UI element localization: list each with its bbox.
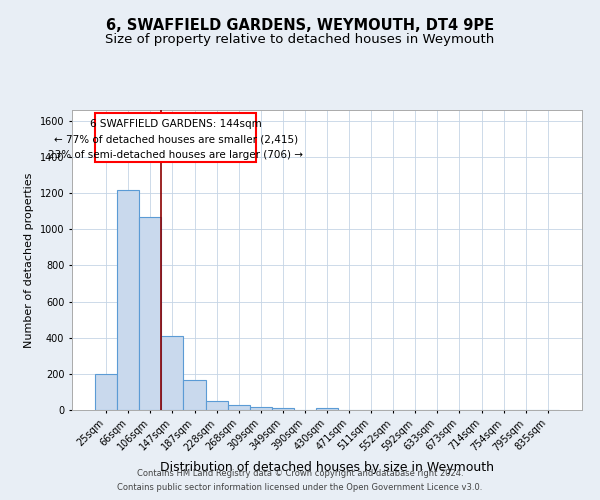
Bar [227, 406, 250, 410]
X-axis label: Distribution of detached houses by size in Weymouth: Distribution of detached houses by size … [160, 461, 494, 474]
Bar [272, 408, 294, 410]
Y-axis label: Number of detached properties: Number of detached properties [24, 172, 34, 348]
Bar [206, 400, 227, 410]
Bar [316, 408, 338, 410]
Text: Size of property relative to detached houses in Weymouth: Size of property relative to detached ho… [106, 32, 494, 46]
Text: ← 77% of detached houses are smaller (2,415): ← 77% of detached houses are smaller (2,… [54, 134, 298, 144]
Bar [95, 112, 256, 162]
Text: Contains public sector information licensed under the Open Government Licence v3: Contains public sector information licen… [118, 484, 482, 492]
Bar [184, 380, 206, 410]
Bar [95, 374, 117, 410]
Bar [117, 190, 139, 410]
Text: 6, SWAFFIELD GARDENS, WEYMOUTH, DT4 9PE: 6, SWAFFIELD GARDENS, WEYMOUTH, DT4 9PE [106, 18, 494, 32]
Bar [161, 336, 184, 410]
Text: 23% of semi-detached houses are larger (706) →: 23% of semi-detached houses are larger (… [48, 150, 303, 160]
Text: Contains HM Land Registry data © Crown copyright and database right 2024.: Contains HM Land Registry data © Crown c… [137, 468, 463, 477]
Bar [139, 216, 161, 410]
Text: 6 SWAFFIELD GARDENS: 144sqm: 6 SWAFFIELD GARDENS: 144sqm [90, 119, 262, 129]
Bar [250, 408, 272, 410]
